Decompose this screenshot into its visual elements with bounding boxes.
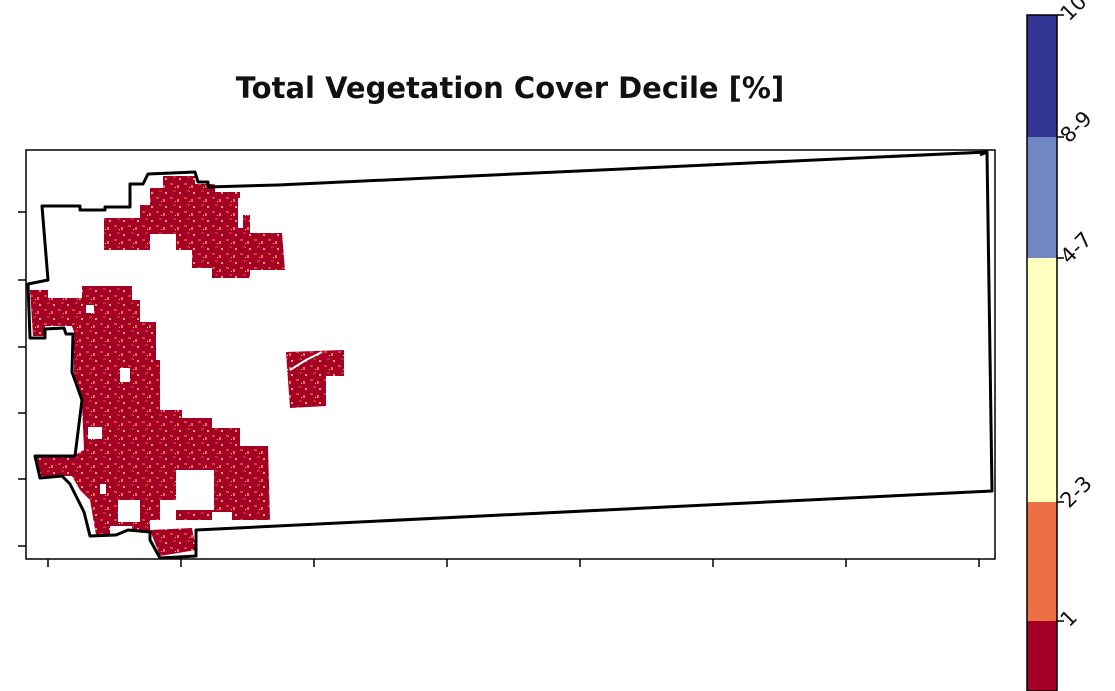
colorbar-segment <box>1027 258 1057 502</box>
y-axis-ticks <box>18 211 26 547</box>
no-data-gaps <box>86 198 243 522</box>
veg-patch-west <box>30 286 270 535</box>
x-axis-ticks <box>47 559 980 567</box>
colorbar-tick-label: 2-3 <box>1056 471 1097 512</box>
colorbar-tick-label: 1 <box>1056 605 1082 631</box>
colorbar-border <box>1026 14 1058 691</box>
colorbar-tick-label: 10 <box>1056 0 1092 26</box>
colorbar-segment <box>1027 15 1057 137</box>
river-line <box>289 351 323 371</box>
colorbar: 1 2-3 4-7 8-9 10 <box>1026 0 1097 691</box>
colorbar-tick-label: 8-9 <box>1056 106 1097 147</box>
veg-patch-central <box>286 350 344 408</box>
colorbar-segment <box>1027 502 1057 621</box>
colorbar-tick-label: 4-7 <box>1056 227 1097 268</box>
map-title: Total Vegetation Cover Decile [%] <box>236 71 785 105</box>
study-area-boundary <box>26 150 994 560</box>
axes-frame <box>25 149 996 560</box>
colorbar-segment <box>1027 621 1057 691</box>
study-area-boundary-east <box>979 150 988 157</box>
colorbar-segment <box>1027 137 1057 258</box>
veg-patch-south <box>150 528 196 556</box>
